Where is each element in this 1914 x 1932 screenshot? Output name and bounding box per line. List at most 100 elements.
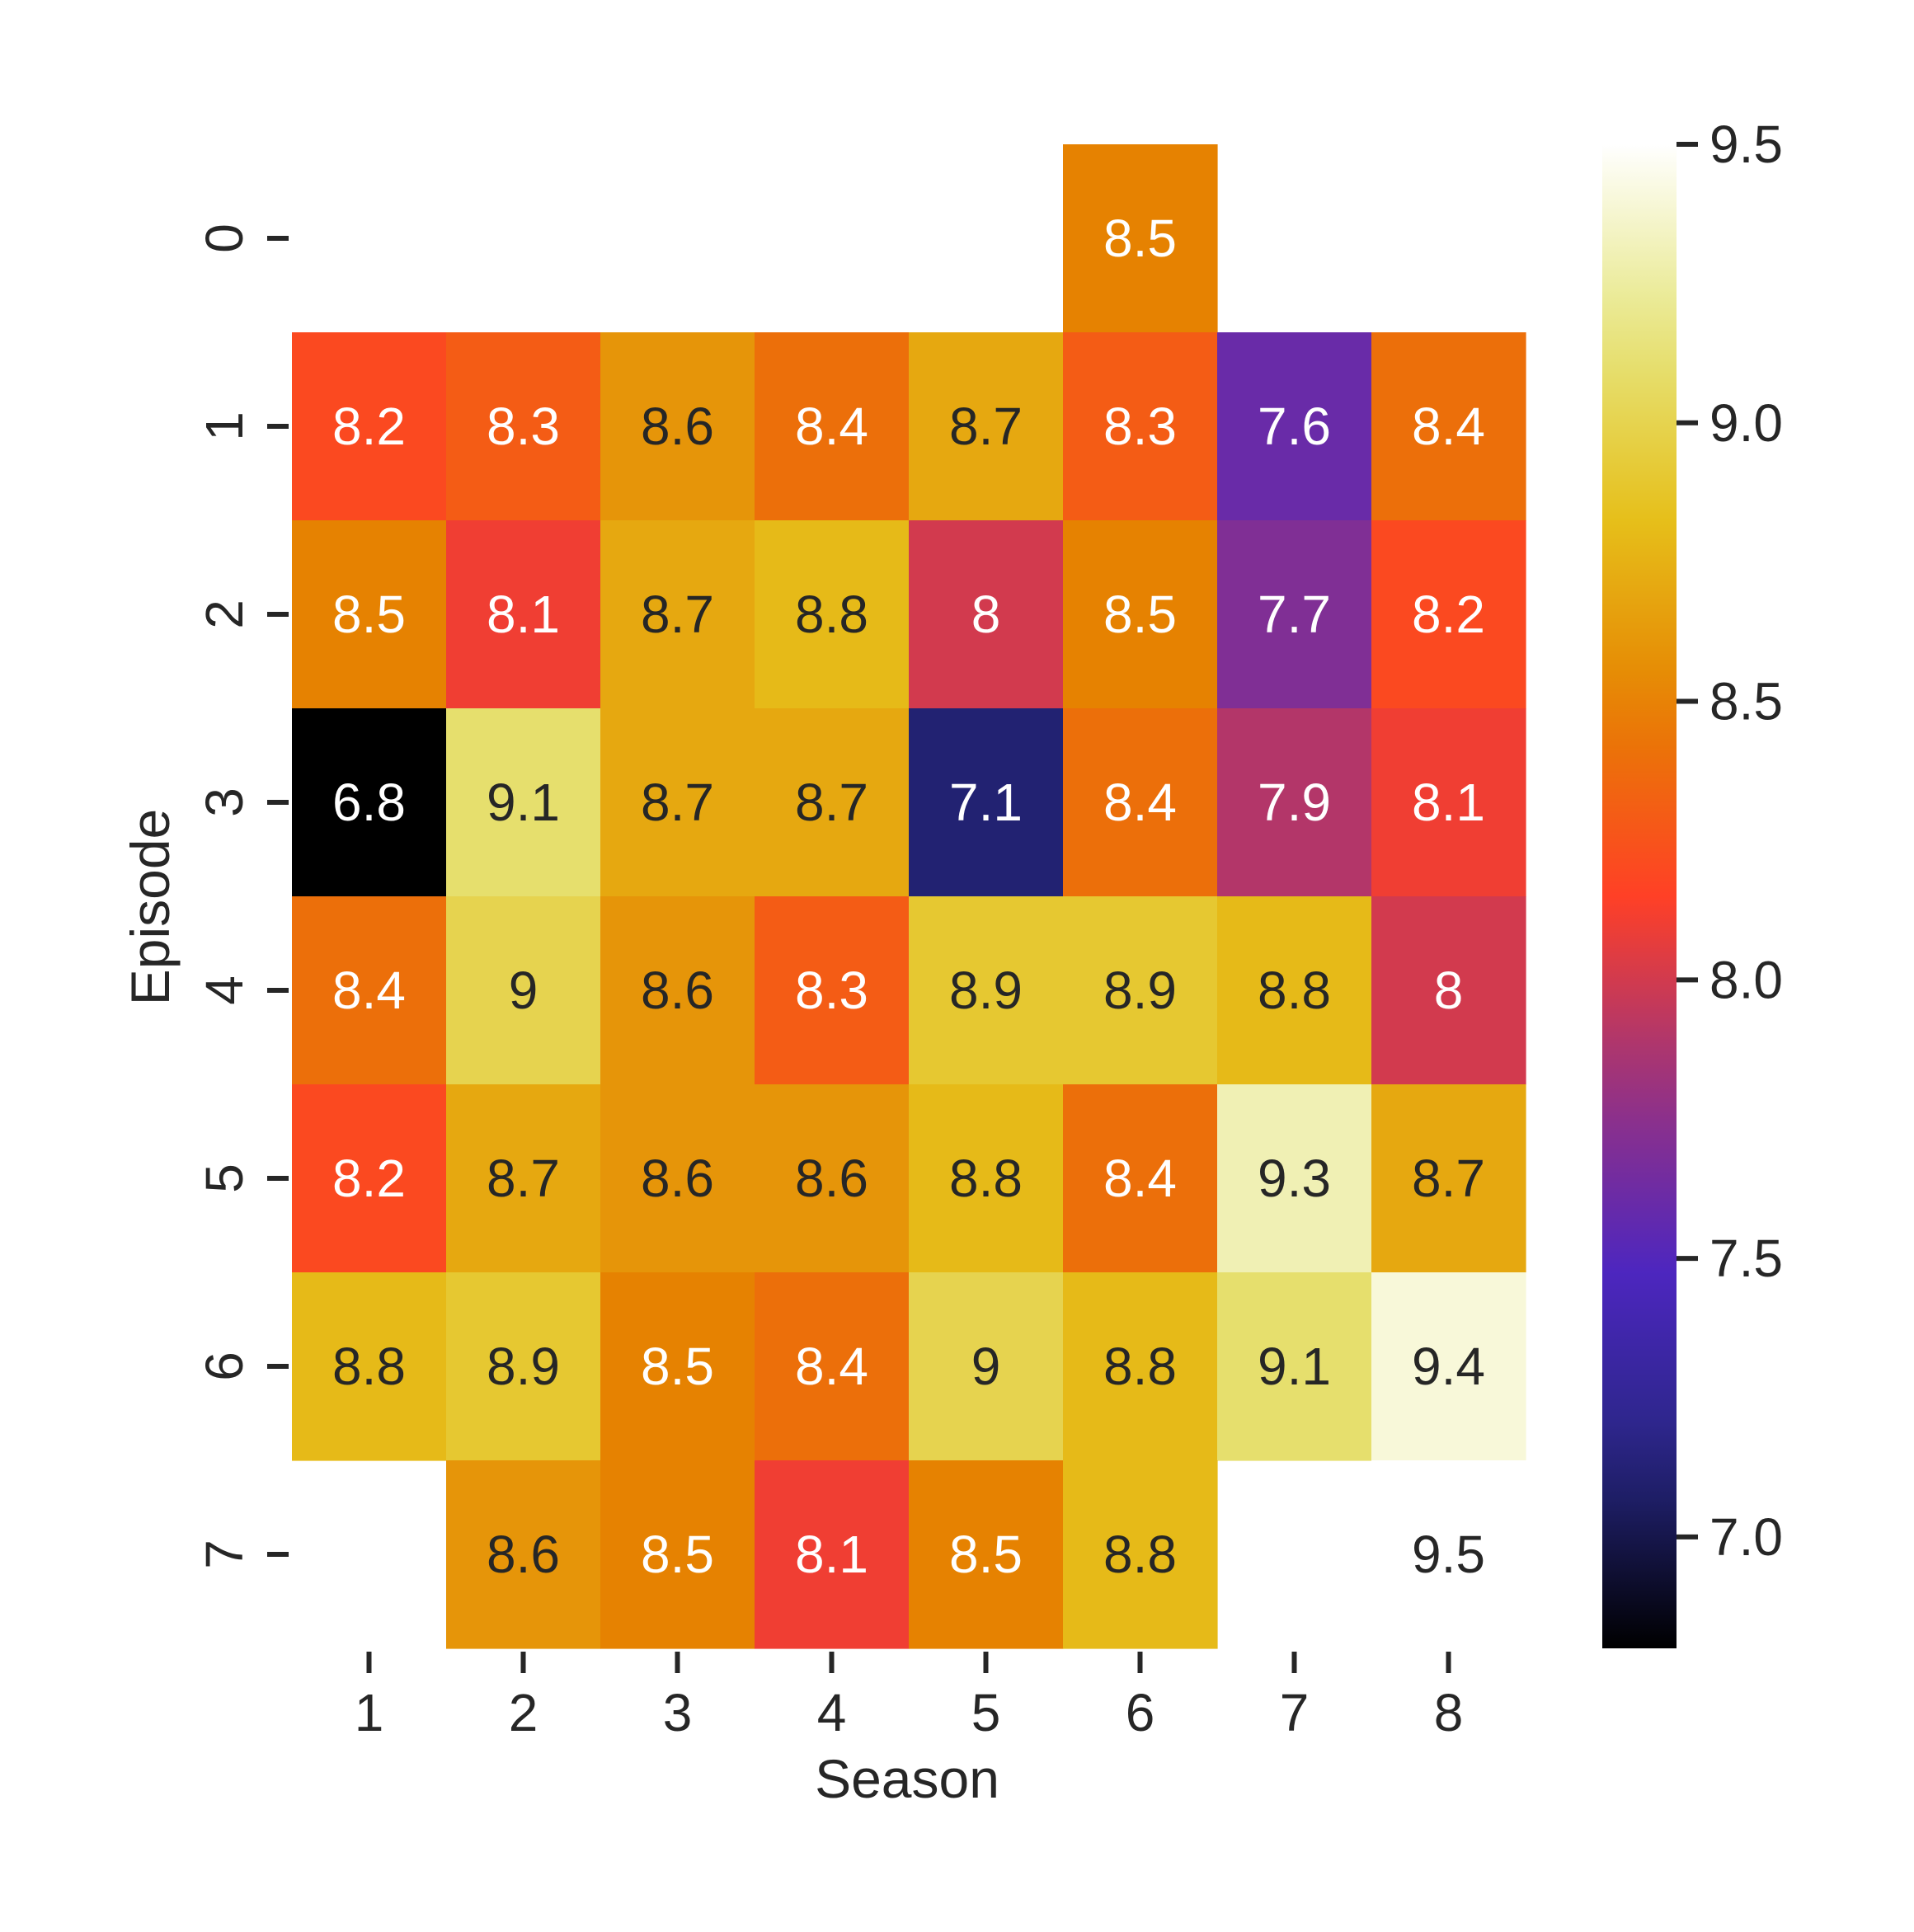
cell-annotation: 9.3 [1258, 1149, 1331, 1208]
heatmap-cell [292, 896, 447, 1085]
cell-annotation: 8.9 [949, 961, 1023, 1020]
cell-annotation: 8.2 [332, 1149, 406, 1208]
heatmap-cell [755, 1460, 910, 1649]
heatmap-cell [755, 332, 910, 521]
heatmap-cell [1371, 1460, 1526, 1649]
heatmap-cell [600, 332, 755, 521]
heatmap-cell [1217, 708, 1372, 897]
heatmap-cells [292, 144, 1526, 1649]
colorbar-tick-label: 7.5 [1709, 1229, 1783, 1288]
heatmap-cell [755, 1272, 910, 1461]
x-axis-label: Season [815, 1748, 999, 1809]
cell-annotation: 8.9 [487, 1337, 560, 1396]
cell-annotation: 7.9 [1258, 773, 1331, 832]
cell-annotation: 8.4 [1412, 397, 1485, 456]
cell-annotation: 8.4 [332, 961, 406, 1020]
x-tick-label: 4 [817, 1683, 847, 1742]
heatmap-cell [1371, 520, 1526, 709]
colorbar-tick-label: 9.0 [1709, 393, 1783, 453]
x-axis: 1 2 3 4 5 6 7 8 [355, 1652, 1464, 1742]
x-tick-label: 1 [355, 1683, 384, 1742]
y-tick-label: 3 [195, 787, 254, 817]
cell-annotation: 8.5 [1103, 585, 1177, 644]
cell-annotation: 8.7 [949, 397, 1023, 456]
heatmap-cell [1063, 520, 1218, 709]
heatmap-cell [755, 1084, 910, 1273]
cell-annotation: 8.7 [795, 773, 868, 832]
cell-annotation: 8.8 [332, 1337, 406, 1396]
cell-annotation: 8.6 [641, 961, 714, 1020]
heatmap-cell [1371, 332, 1526, 521]
colorbar: 7.0 7.5 8.0 8.5 9.0 9.5 [1602, 115, 1783, 1648]
colorbar-tick-label: 8.5 [1709, 672, 1783, 731]
heatmap-cell [446, 708, 601, 897]
heatmap-cell [1063, 1460, 1218, 1649]
heatmap-cell [909, 708, 1064, 897]
cell-annotation: 8.7 [641, 585, 714, 644]
heatmap-cell [600, 1272, 755, 1461]
heatmap-cell [1371, 1272, 1526, 1461]
cell-annotations: 8.5 8.2 8.3 8.6 8.4 8.7 8.3 7.6 8.4 8.5 8.1 8.7 8.8 8… [332, 209, 1485, 1584]
y-axis: 0 1 2 3 4 5 6 7 [195, 223, 289, 1569]
colorbar-tick-label: 9.5 [1709, 115, 1783, 174]
heatmap-cell [1217, 332, 1372, 521]
x-tick-label: 7 [1280, 1683, 1310, 1742]
x-tick-label: 6 [1126, 1683, 1155, 1742]
cell-annotation: 8.4 [1103, 1149, 1177, 1208]
colorbar-gradient [1602, 144, 1677, 1648]
heatmap-cell [1063, 896, 1218, 1085]
x-tick-label: 3 [663, 1683, 693, 1742]
heatmap-cell [1371, 1084, 1526, 1273]
cell-annotation: 8.7 [1412, 1149, 1485, 1208]
y-tick-label: 1 [195, 411, 254, 441]
heatmap-cell [1217, 896, 1372, 1085]
cell-annotation: 8.1 [1412, 773, 1485, 832]
heatmap-cell [600, 1460, 755, 1649]
heatmap-cell [446, 1460, 601, 1649]
cell-annotation: 7.6 [1258, 397, 1331, 456]
cell-annotation: 6.8 [332, 773, 406, 832]
cell-annotation: 8.6 [641, 397, 714, 456]
cell-annotation: 8.8 [795, 585, 868, 644]
x-tick-label: 5 [971, 1683, 1001, 1742]
cell-annotation: 9.4 [1412, 1337, 1485, 1396]
heatmap-cell [909, 1084, 1064, 1273]
heatmap-cell [1063, 708, 1218, 897]
heatmap-cell [292, 1084, 447, 1273]
heatmap-cell [446, 1272, 601, 1461]
cell-annotation: 8.1 [487, 585, 560, 644]
heatmap-cell [1217, 1272, 1372, 1461]
cell-annotation: 8.7 [641, 773, 714, 832]
cell-annotation: 9.1 [1258, 1337, 1331, 1396]
cell-annotation: 7.1 [949, 773, 1023, 832]
cell-annotation: 8.2 [332, 397, 406, 456]
cell-annotation: 8.2 [1412, 585, 1485, 644]
heatmap-cell [755, 896, 910, 1085]
heatmap-cell [600, 708, 755, 897]
heatmap-cell [909, 1460, 1064, 1649]
y-tick-label: 7 [195, 1539, 254, 1569]
x-tick-label: 8 [1434, 1683, 1464, 1742]
cell-annotation: 8.5 [1103, 209, 1177, 268]
y-tick-label: 0 [195, 223, 254, 253]
cell-annotation: 8.6 [487, 1525, 560, 1584]
y-tick-label: 4 [195, 975, 254, 1005]
y-tick-label: 2 [195, 599, 254, 629]
y-tick-label: 5 [195, 1163, 254, 1193]
heatmap-cell [1371, 708, 1526, 897]
heatmap-cell [292, 1272, 447, 1461]
heatmap-cell [292, 520, 447, 709]
cell-annotation: 8.1 [795, 1525, 868, 1584]
heatmap-cell [446, 520, 601, 709]
cell-annotation: 8.7 [487, 1149, 560, 1208]
heatmap-cell [446, 1084, 601, 1273]
cell-annotation: 8.4 [1103, 773, 1177, 832]
cell-annotation: 7.7 [1258, 585, 1331, 644]
cell-annotation: 8.8 [949, 1149, 1023, 1208]
heatmap-cell [1217, 1084, 1372, 1273]
cell-annotation: 8.8 [1103, 1525, 1177, 1584]
heatmap-cell [909, 332, 1064, 521]
cell-annotation: 8.3 [487, 397, 560, 456]
